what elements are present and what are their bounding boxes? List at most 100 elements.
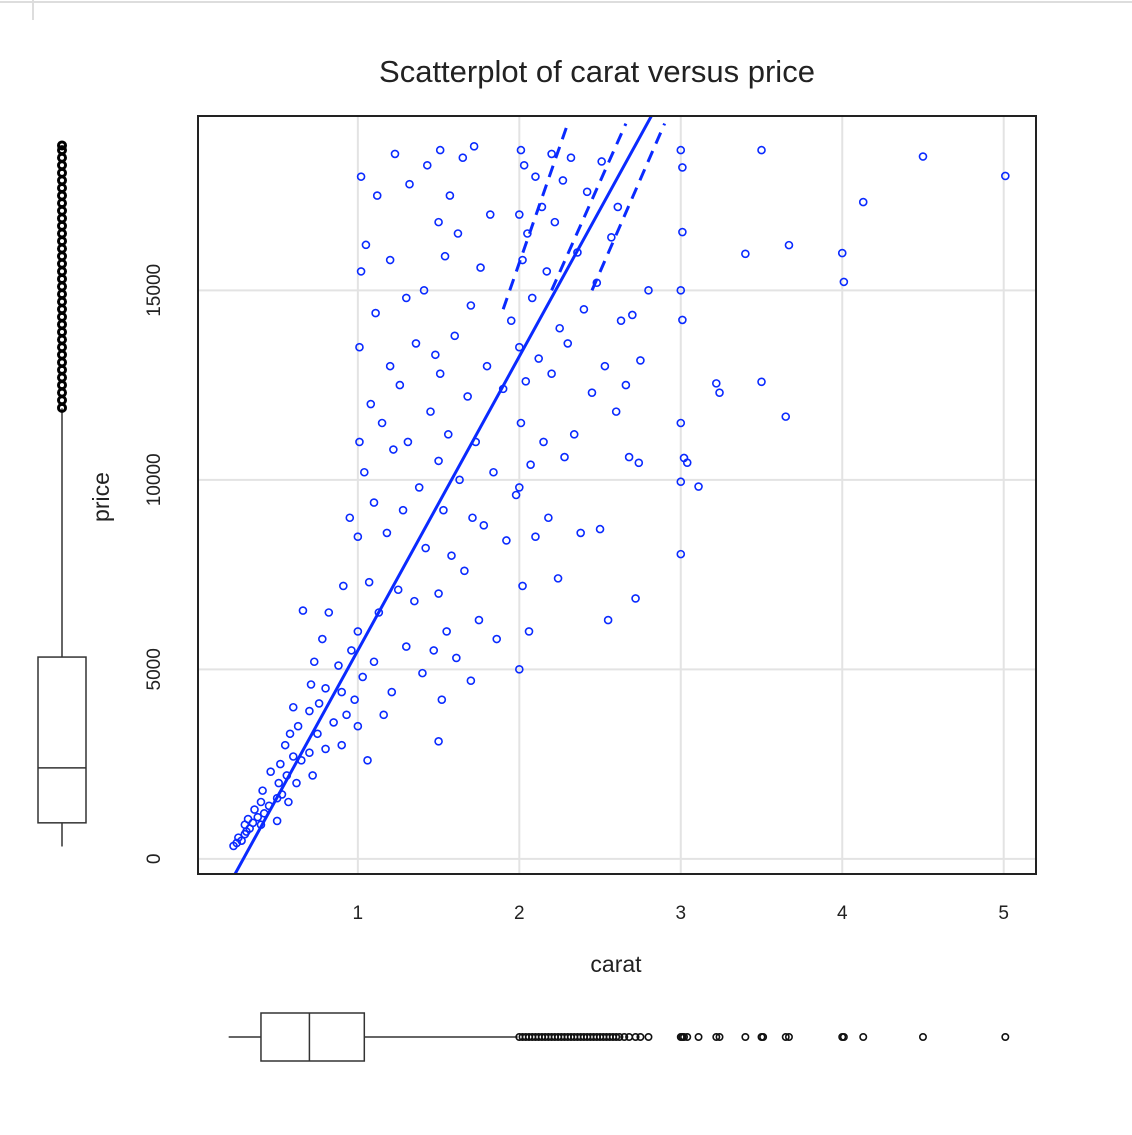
point	[524, 627, 534, 636]
x-tick-label: 5	[998, 903, 1009, 924]
point	[342, 710, 351, 720]
point	[293, 721, 303, 731]
point	[453, 229, 463, 238]
point	[361, 240, 371, 250]
point	[489, 467, 498, 477]
point	[385, 255, 395, 265]
outlier	[57, 145, 67, 156]
point	[644, 286, 653, 295]
point	[369, 498, 379, 507]
point	[741, 249, 750, 259]
point	[784, 240, 794, 250]
outlier	[57, 319, 67, 330]
point	[558, 176, 568, 185]
point	[418, 668, 427, 678]
outlier	[57, 311, 67, 322]
points	[229, 142, 1010, 851]
point	[636, 356, 645, 365]
point	[390, 149, 400, 159]
outlier	[57, 183, 67, 194]
point	[553, 574, 563, 583]
point	[445, 191, 455, 200]
point	[474, 615, 484, 625]
point	[276, 759, 285, 769]
point	[715, 388, 724, 397]
point	[757, 377, 766, 387]
outlier	[1001, 1033, 1010, 1042]
point	[284, 797, 293, 807]
point	[555, 323, 564, 333]
point	[534, 354, 543, 363]
point	[422, 160, 432, 170]
axes: 1 2 3 4 5 0 5000 10000 15000	[144, 264, 1009, 924]
point	[393, 585, 403, 595]
outlier	[57, 167, 67, 178]
point	[450, 331, 460, 341]
outlier	[57, 387, 67, 398]
point	[621, 380, 631, 390]
y-tick-label: 15000	[144, 264, 165, 317]
point	[431, 350, 440, 360]
point	[440, 251, 450, 261]
point	[318, 634, 327, 644]
point	[531, 172, 540, 181]
outlier	[57, 296, 67, 307]
outlier	[57, 372, 67, 383]
point	[414, 483, 424, 492]
x-tick-label: 2	[514, 903, 525, 924]
point	[321, 744, 330, 754]
point	[435, 145, 445, 155]
point	[595, 524, 605, 534]
outlier	[57, 334, 67, 345]
point	[560, 452, 569, 462]
point	[419, 286, 429, 295]
outlier	[57, 402, 67, 413]
point	[298, 606, 308, 615]
outlier	[57, 213, 67, 224]
outlier	[57, 364, 67, 375]
point	[455, 475, 464, 485]
point	[434, 456, 443, 466]
outlier	[644, 1033, 653, 1042]
point	[527, 293, 537, 303]
point	[521, 376, 531, 386]
point	[839, 277, 849, 287]
box	[260, 1012, 366, 1062]
point	[363, 755, 372, 765]
outlier	[839, 1033, 848, 1042]
point	[355, 437, 364, 447]
point	[429, 646, 439, 655]
boxplots	[37, 140, 1010, 1062]
point	[631, 594, 640, 603]
point	[443, 430, 453, 439]
point	[353, 532, 363, 541]
point	[676, 286, 686, 295]
point	[515, 483, 524, 492]
plot-border	[197, 115, 1037, 875]
point	[305, 706, 314, 716]
outlier	[612, 1033, 621, 1042]
point	[469, 142, 479, 151]
point	[611, 407, 621, 416]
fit-line	[233, 116, 654, 874]
outlier	[57, 205, 67, 216]
point	[426, 407, 435, 416]
outlier	[615, 1033, 624, 1042]
point	[442, 627, 451, 636]
outlier	[57, 395, 67, 406]
point	[463, 392, 472, 401]
outlier	[57, 258, 67, 269]
point	[377, 418, 387, 428]
point	[321, 683, 330, 693]
point	[258, 786, 267, 795]
point	[334, 661, 343, 670]
point	[757, 145, 766, 155]
point	[347, 646, 356, 655]
box	[37, 656, 87, 824]
point	[566, 153, 576, 162]
grid	[198, 116, 1036, 874]
point	[324, 608, 334, 617]
point	[308, 771, 317, 780]
point	[439, 505, 448, 515]
